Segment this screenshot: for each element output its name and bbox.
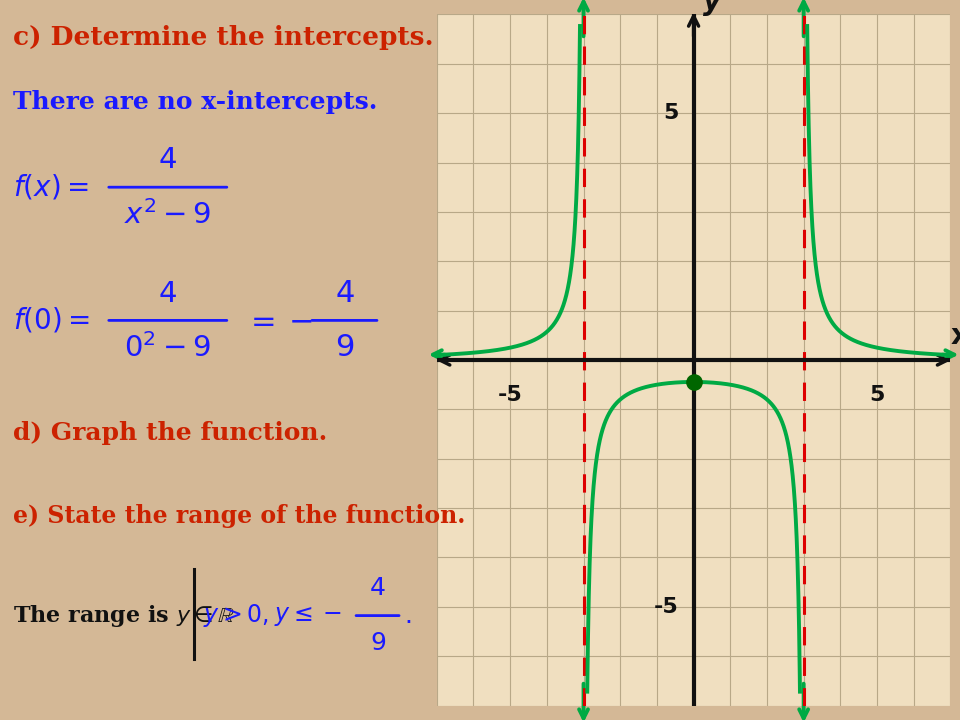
Text: -5: -5	[654, 597, 679, 617]
Text: $9$: $9$	[370, 631, 386, 655]
Text: $x^2-9$: $x^2-9$	[124, 199, 211, 230]
Text: $f(0)=$: $f(0)=$	[13, 306, 90, 335]
Text: $4$: $4$	[335, 277, 354, 309]
Text: e) State the range of the function.: e) State the range of the function.	[13, 504, 466, 528]
Text: y: y	[703, 0, 721, 16]
Text: $y>0,$: $y>0,$	[204, 602, 269, 629]
Text: $f(x)=$: $f(x)=$	[13, 173, 89, 202]
Text: The range is $y \in \mathbb{R}$: The range is $y \in \mathbb{R}$	[13, 603, 235, 629]
Text: $4$: $4$	[370, 576, 386, 600]
Text: $0^2-9$: $0^2-9$	[125, 333, 211, 363]
Text: c) Determine the intercepts.: c) Determine the intercepts.	[13, 25, 434, 50]
Text: $=-$: $=-$	[245, 305, 313, 336]
Text: $y\leq-$: $y\leq-$	[274, 603, 341, 628]
Text: $.$: $.$	[404, 603, 411, 628]
Text: $4$: $4$	[158, 145, 178, 174]
Text: d) Graph the function.: d) Graph the function.	[13, 421, 327, 445]
Text: 5: 5	[870, 384, 885, 405]
Text: 5: 5	[663, 103, 679, 123]
Text: $9$: $9$	[335, 332, 354, 364]
Text: x: x	[950, 322, 960, 350]
Text: -5: -5	[498, 384, 522, 405]
Text: There are no x-intercepts.: There are no x-intercepts.	[13, 90, 377, 114]
Text: $4$: $4$	[158, 279, 178, 307]
